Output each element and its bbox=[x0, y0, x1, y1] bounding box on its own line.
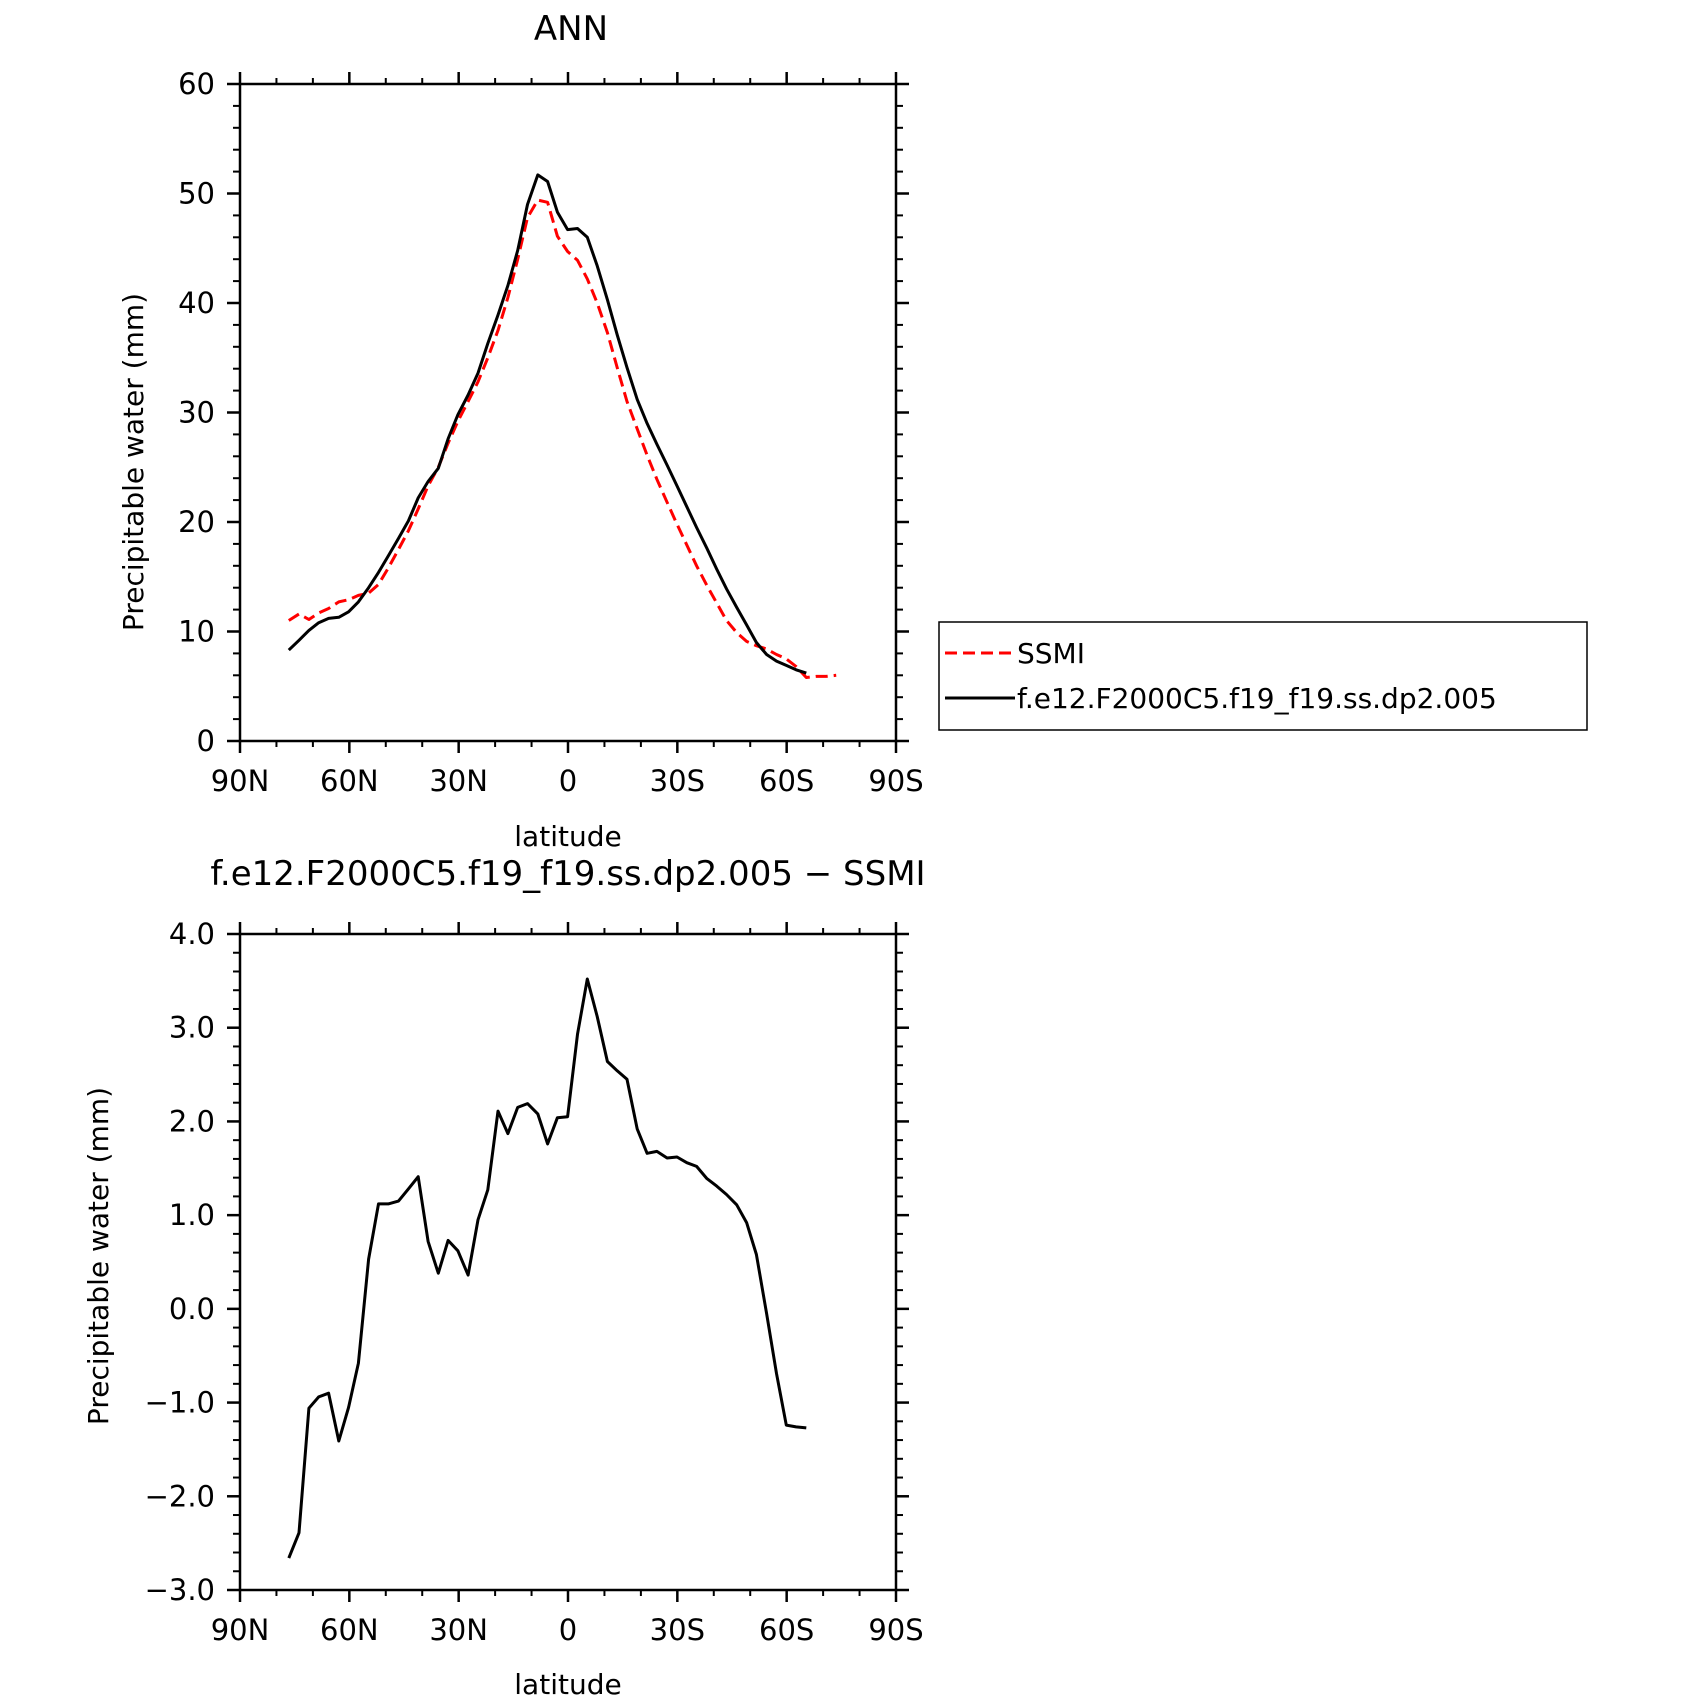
legend: SSMI f.e12.F2000C5.f19_f19.ss.dp2.005 bbox=[938, 621, 1588, 731]
bottom-plot-frame bbox=[238, 932, 898, 1592]
top-axis-ticks bbox=[227, 72, 909, 753]
x-tick-label: 60S bbox=[759, 1613, 814, 1647]
y-tick-label: 50 bbox=[178, 177, 215, 211]
series-line-0 bbox=[287, 198, 837, 679]
x-tick-label: 30S bbox=[650, 1613, 705, 1647]
y-tick-label: 10 bbox=[178, 615, 215, 649]
x-tick-label: 60S bbox=[759, 764, 814, 798]
y-tick-label: 40 bbox=[178, 286, 215, 320]
x-tick-label: 30S bbox=[650, 764, 705, 798]
y-tick-label: 0.0 bbox=[169, 1292, 215, 1326]
top-x-tick-labels: 90N 60N 30N 0 30S 60S 90S bbox=[211, 764, 924, 798]
y-tick-label: 60 bbox=[178, 67, 215, 101]
series-line-0 bbox=[287, 977, 807, 1559]
legend-box bbox=[938, 621, 1588, 731]
x-tick-label: 90S bbox=[868, 764, 923, 798]
y-tick-label: 3.0 bbox=[169, 1011, 215, 1045]
top-panel: ANN 90N 60N 30N 0 30S 60S 90S 0 10 20 30 40 50 60 la… bbox=[117, 9, 1588, 853]
x-tick-label: 0 bbox=[559, 1613, 577, 1647]
bottom-y-axis-label: Precipitable water (mm) bbox=[82, 1087, 115, 1425]
top-x-axis-label: latitude bbox=[514, 820, 621, 853]
y-tick-label: −2.0 bbox=[145, 1479, 215, 1513]
series-line-1 bbox=[287, 173, 807, 675]
legend-label-model: f.e12.F2000C5.f19_f19.ss.dp2.005 bbox=[1017, 682, 1497, 715]
x-tick-label: 90N bbox=[211, 1613, 270, 1647]
top-y-tick-labels: 0 10 20 30 40 50 60 bbox=[178, 67, 215, 758]
y-tick-label: 2.0 bbox=[169, 1104, 215, 1138]
y-tick-label: 0 bbox=[197, 724, 215, 758]
bottom-x-axis-label: latitude bbox=[514, 1668, 621, 1701]
y-tick-label: 1.0 bbox=[169, 1198, 215, 1232]
top-chart-title: ANN bbox=[534, 9, 608, 49]
x-tick-label: 0 bbox=[559, 764, 577, 798]
bottom-panel: f.e12.F2000C5.f19_f19.ss.dp2.005 − SSMI … bbox=[82, 854, 926, 1701]
y-tick-label: 4.0 bbox=[169, 917, 215, 951]
y-tick-label: −3.0 bbox=[145, 1573, 215, 1607]
y-tick-label: 20 bbox=[178, 505, 215, 539]
x-tick-label: 90N bbox=[211, 764, 270, 798]
bottom-axis-ticks bbox=[227, 922, 909, 1602]
x-tick-label: 90S bbox=[868, 1613, 923, 1647]
x-tick-label: 30N bbox=[429, 1613, 488, 1647]
bottom-x-tick-labels: 90N 60N 30N 0 30S 60S 90S bbox=[211, 1613, 924, 1647]
bottom-chart-title: f.e12.F2000C5.f19_f19.ss.dp2.005 − SSMI bbox=[210, 854, 925, 894]
x-tick-label: 60N bbox=[320, 764, 379, 798]
top-series-lines bbox=[287, 173, 837, 679]
top-plot-frame bbox=[238, 82, 898, 743]
top-y-axis-label: Precipitable water (mm) bbox=[117, 293, 150, 631]
y-tick-label: 30 bbox=[178, 396, 215, 430]
x-tick-label: 30N bbox=[429, 764, 488, 798]
legend-label-ssmi: SSMI bbox=[1017, 637, 1085, 670]
bottom-series-lines bbox=[287, 977, 807, 1559]
x-tick-label: 60N bbox=[320, 1613, 379, 1647]
bottom-y-tick-labels: −3.0 −2.0 −1.0 0.0 1.0 2.0 3.0 4.0 bbox=[145, 917, 215, 1607]
y-tick-label: −1.0 bbox=[145, 1386, 215, 1420]
